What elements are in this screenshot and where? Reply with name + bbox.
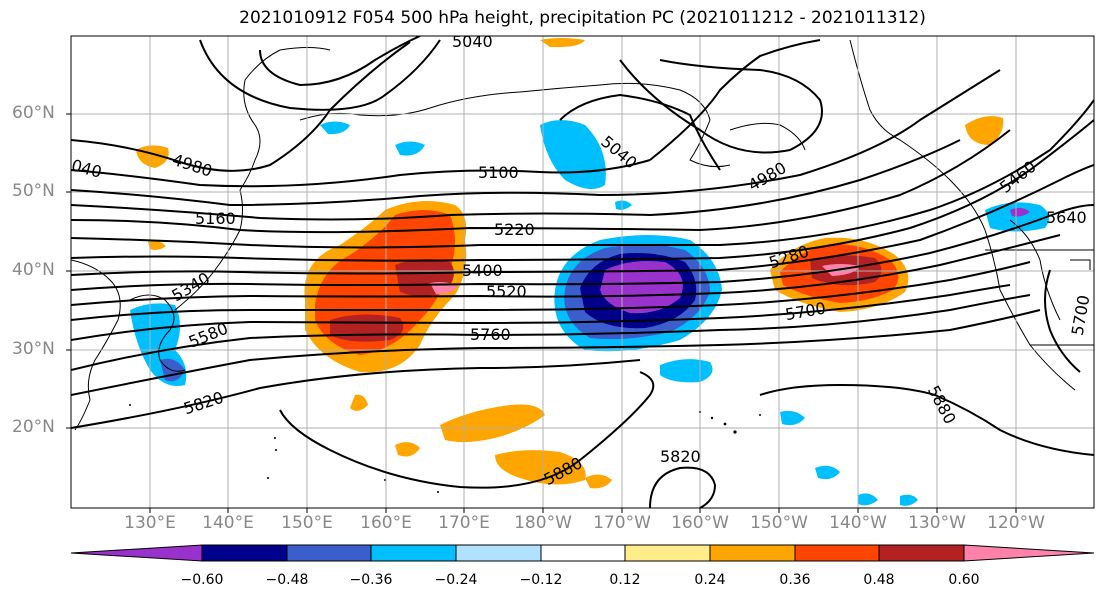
lat-label: 20°N bbox=[12, 417, 55, 437]
lon-label: 170°E bbox=[438, 513, 490, 533]
colorbar-tick-label: 0.12 bbox=[609, 572, 641, 588]
contour-label: 5040 bbox=[452, 32, 493, 51]
colorbar-tick-label: −0.24 bbox=[434, 572, 478, 588]
height-contours bbox=[71, 36, 1094, 508]
lat-label: 60°N bbox=[12, 103, 55, 123]
lon-label: 160°W bbox=[671, 513, 729, 533]
lon-label: 150°W bbox=[750, 513, 808, 533]
contour-label: 5160 bbox=[195, 209, 236, 228]
colorbar-segment bbox=[709, 544, 796, 562]
precip-positive-shading bbox=[136, 38, 1004, 489]
contour-label: 5220 bbox=[494, 220, 535, 239]
colorbar-segment bbox=[878, 544, 965, 562]
colorbar-tick-label: −0.48 bbox=[265, 572, 309, 588]
colorbar-tick-label: −0.60 bbox=[180, 572, 224, 588]
colorbar-segment bbox=[540, 544, 626, 562]
lon-label: 150°E bbox=[281, 513, 333, 533]
colorbar-segment bbox=[963, 544, 1095, 562]
lat-label: 30°N bbox=[12, 339, 55, 359]
colorbar-tick-label: 0.48 bbox=[863, 572, 895, 588]
colorbar-segment bbox=[370, 544, 457, 562]
lon-label: 120°W bbox=[987, 513, 1045, 533]
colorbar-tick-label: −0.36 bbox=[349, 572, 393, 588]
lon-label: 130°W bbox=[908, 513, 966, 533]
colorbar-tick-label: 0.24 bbox=[694, 572, 726, 588]
colorbar-tick-label: 0.36 bbox=[779, 572, 811, 588]
contour-label: 5760 bbox=[470, 325, 511, 344]
contour-label: 5400 bbox=[462, 261, 503, 280]
colorbar-segment bbox=[624, 544, 711, 562]
contour-label: 5100 bbox=[478, 163, 519, 182]
lat-label: 50°N bbox=[12, 181, 55, 201]
colorbar-segment bbox=[201, 544, 288, 562]
lon-label: 180°W bbox=[514, 513, 572, 533]
colorbar bbox=[70, 544, 1095, 562]
map-title: 2021010912 F054 500 hPa height, precipit… bbox=[239, 8, 926, 28]
contour-label: 5640 bbox=[1046, 208, 1087, 227]
lon-label: 130°E bbox=[124, 513, 176, 533]
lon-label: 160°E bbox=[360, 513, 412, 533]
plot-border bbox=[70, 35, 1095, 509]
colorbar-segment bbox=[794, 544, 880, 562]
colorbar-tick-label: 0.60 bbox=[948, 572, 980, 588]
lon-label: 140°W bbox=[829, 513, 887, 533]
colorbar-segment bbox=[286, 544, 372, 562]
colorbar-tick-label: −0.12 bbox=[519, 572, 563, 588]
colorbar-segment bbox=[455, 544, 542, 562]
colorbar-segment bbox=[70, 544, 203, 562]
contour-label: 5820 bbox=[660, 447, 701, 466]
tick-marks bbox=[66, 113, 1017, 513]
contour-label: 5520 bbox=[486, 282, 527, 301]
lon-label: 140°E bbox=[202, 513, 254, 533]
lon-label: 170°W bbox=[593, 513, 651, 533]
lat-label: 40°N bbox=[12, 260, 55, 280]
